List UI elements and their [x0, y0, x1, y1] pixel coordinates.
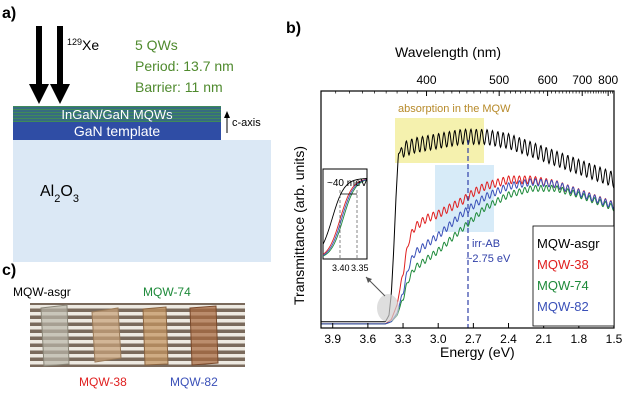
- x2-axis: 400 500 600 700 800: [320, 73, 618, 96]
- x-tick-label: 3.3: [395, 332, 412, 346]
- x-tick-label: 3.0: [430, 332, 447, 346]
- x2-axis-label: Wavelength (nm): [395, 44, 501, 60]
- irr-ab-label: irr-AB: [472, 238, 500, 250]
- panel-a: a) InGaN/GaN MQWs GaN template Al2O3 129…: [2, 5, 271, 262]
- photo-stripe: [30, 319, 245, 323]
- inset-curve-mqw-asgr: [323, 178, 367, 245]
- inset-curve-mqw-82: [323, 179, 367, 256]
- inset-curves: [323, 178, 367, 257]
- inset-tick-2: 3.35: [351, 263, 369, 273]
- x2-tick-label: 700: [572, 73, 592, 87]
- sample-82: [189, 305, 219, 366]
- photo-stripe: [30, 361, 245, 365]
- x-axis: 3.9 3.6 3.3 3.0 2.7 2.4 2.1 1.8 1.5: [324, 323, 622, 346]
- x2-tick-label: 500: [489, 73, 509, 87]
- substrate-label: Al2O3: [40, 183, 79, 205]
- gan-template-label: GaN template: [74, 123, 161, 139]
- photo-stripe: [30, 347, 245, 351]
- sample-74: [142, 306, 169, 366]
- mqw-stripes: [13, 107, 221, 121]
- legend: MQW-asgr MQW-38 MQW-74 MQW-82: [532, 225, 615, 327]
- x2-tick-label: 600: [538, 73, 558, 87]
- legend-item-mqw-38: MQW-38: [537, 257, 589, 272]
- x-tick-label: 3.9: [324, 332, 341, 346]
- legend-item-mqw-asgr: MQW-asgr: [537, 236, 600, 251]
- photo-stripe: [30, 333, 245, 337]
- inset-curve-mqw-74: [323, 179, 367, 257]
- sample-asgr: [40, 304, 70, 367]
- absorption-annotation: absorption in the MQW: [398, 103, 511, 115]
- ion-beam-arrows-icon: [29, 26, 70, 104]
- photo-stripe: [30, 354, 245, 358]
- gan-template-layer: [13, 122, 221, 140]
- photo-stripe: [30, 305, 245, 309]
- panel-c-label: c): [2, 262, 16, 279]
- inset-label: ~40 meV: [327, 178, 368, 189]
- photo-stripes: [30, 305, 245, 365]
- x-tick-label: 2.4: [500, 332, 517, 346]
- photo-stripe: [30, 326, 245, 330]
- panel-c: c) MQW-asgr MQW-74 MQW-38 MQW-82: [2, 262, 245, 389]
- info-list: 5 QWs Period: 13.7 nm Barrier: 11 nm: [135, 37, 234, 95]
- photo-stripe: [30, 312, 245, 316]
- photo-stripe: [30, 340, 245, 344]
- mqw-layer-label: InGaN/GaN MQWs: [61, 107, 173, 122]
- sample-38: [91, 307, 122, 363]
- x2-tick-label: 800: [598, 73, 618, 87]
- x2-tick-label: 400: [417, 73, 437, 87]
- legend-item-mqw-82: MQW-82: [537, 299, 589, 314]
- irr-ab-value: ~2.75 eV: [466, 253, 511, 265]
- panel-a-label: a): [2, 5, 16, 22]
- c-axis-label: c-axis: [232, 117, 261, 129]
- info-barrier: Barrier: 11 nm: [135, 79, 223, 95]
- zoom-highlight: [377, 294, 399, 322]
- legend-frame: [532, 225, 615, 327]
- zoom-pointer-head-icon: [366, 277, 372, 283]
- sample-label-82: MQW-82: [170, 375, 218, 389]
- inset-curve-mqw-38: [323, 178, 367, 255]
- ion-label: 129Xe: [67, 37, 99, 53]
- x-tick-label: 2.1: [535, 332, 552, 346]
- x-tick-label: 1.8: [570, 332, 587, 346]
- substrate-layer: [13, 140, 271, 262]
- info-period: Period: 13.7 nm: [135, 58, 234, 74]
- inset-tick-1: 3.40: [332, 263, 350, 273]
- sample-label-asgr: MQW-asgr: [13, 285, 71, 299]
- y-axis-label: Transmittance (arb. units): [291, 146, 307, 305]
- sample-label-38: MQW-38: [79, 375, 127, 389]
- x-tick-label: 3.6: [360, 332, 377, 346]
- panel-b-label: b): [286, 20, 301, 37]
- panel-b: b) absorption in the MQW irr-AB ~2.75 eV…: [286, 20, 622, 360]
- legend-item-mqw-74: MQW-74: [537, 278, 589, 293]
- inset: ~40 meV 3.40 3.35: [322, 168, 369, 273]
- info-qws: 5 QWs: [135, 37, 178, 53]
- x-tick-label: 2.7: [465, 332, 482, 346]
- sample-photo: [30, 303, 245, 367]
- plot-frame: [320, 90, 615, 329]
- sample-label-74: MQW-74: [143, 285, 191, 299]
- c-axis-arrow-icon: [224, 111, 230, 133]
- x-axis-label: Energy (eV): [440, 344, 515, 360]
- x-tick-label: 1.5: [606, 332, 622, 346]
